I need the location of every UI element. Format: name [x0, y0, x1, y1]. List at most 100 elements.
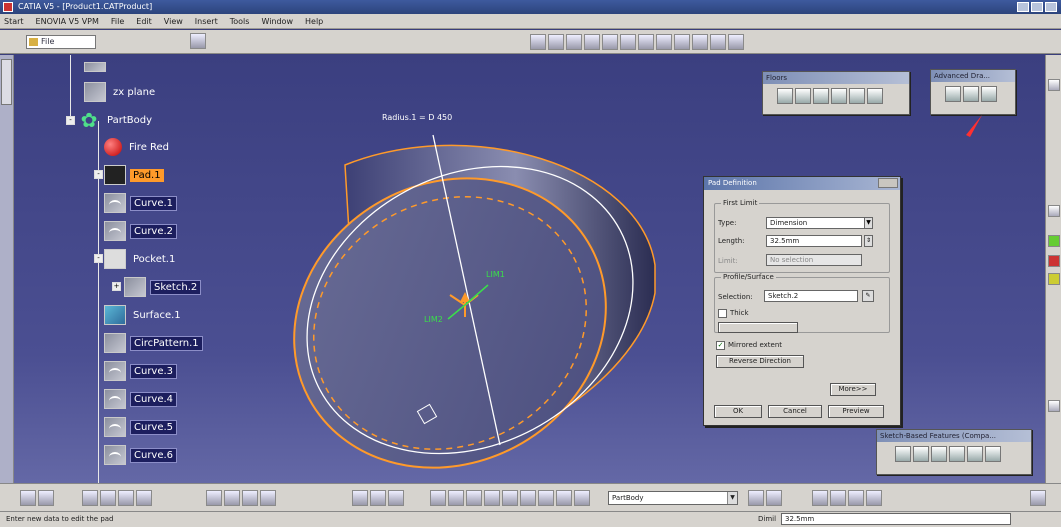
menu-view[interactable]: View [163, 16, 183, 26]
tool-icon[interactable] [466, 490, 482, 506]
menu-tools[interactable]: Tools [229, 16, 250, 26]
tool-icon[interactable] [574, 490, 590, 506]
save-icon[interactable] [118, 490, 134, 506]
tree-item-pocket1[interactable]: Pocket.1 [104, 249, 178, 269]
groove-tool-icon[interactable] [949, 446, 965, 462]
mirrored-extent-checkbox[interactable]: ✓ [716, 341, 725, 350]
expand-toggle[interactable]: - [94, 170, 103, 179]
cut-icon[interactable] [206, 490, 222, 506]
compass-icon[interactable] [1048, 79, 1060, 91]
tree-item-zx-plane[interactable]: zx plane [84, 82, 158, 102]
tool-icon[interactable] [388, 490, 404, 506]
tool-icon[interactable] [1048, 255, 1060, 267]
hide-show-icon[interactable] [692, 34, 708, 50]
tool-icon[interactable] [848, 490, 864, 506]
tree-item-partbody[interactable]: ✿ PartBody [78, 110, 155, 130]
tool-icon[interactable] [867, 88, 883, 104]
pan-icon[interactable] [566, 34, 582, 50]
selection-input[interactable]: Sketch.2 [764, 290, 858, 302]
fly-mode-icon[interactable] [530, 34, 546, 50]
update-icon[interactable] [20, 490, 36, 506]
print-icon[interactable] [136, 490, 152, 506]
tree-item-fire-red[interactable]: Fire Red [104, 137, 172, 157]
tool-icon[interactable] [538, 490, 554, 506]
tool-icon[interactable] [866, 490, 882, 506]
tree-item-curve2[interactable]: Curve.2 [104, 221, 178, 241]
reverse-direction-button[interactable]: Reverse Direction [716, 355, 804, 368]
iso-view-icon[interactable] [656, 34, 672, 50]
file-combo[interactable]: File [26, 35, 96, 49]
shading-icon[interactable] [674, 34, 690, 50]
tool-icon[interactable] [430, 490, 446, 506]
length-spinner[interactable]: ⇕ [864, 235, 873, 247]
tool-icon[interactable] [1048, 235, 1060, 247]
tool-icon[interactable] [813, 88, 829, 104]
rotate-icon[interactable] [584, 34, 600, 50]
limit-field[interactable]: No selection [766, 254, 862, 266]
sketch-icon[interactable] [190, 33, 206, 49]
tool-icon[interactable] [370, 490, 386, 506]
menu-file[interactable]: File [110, 16, 125, 26]
pocket-tool-icon[interactable] [913, 446, 929, 462]
tree-item-curve6[interactable]: Curve.6 [104, 445, 178, 465]
compass-icon[interactable] [1030, 490, 1046, 506]
more-button[interactable]: More>> [830, 383, 876, 396]
part-geometry[interactable] [0, 55, 1045, 483]
command-input[interactable]: 32.5mm [781, 513, 1011, 525]
ok-button[interactable]: OK [714, 405, 762, 418]
draft-icon[interactable] [981, 86, 997, 102]
maximize-button[interactable] [1031, 2, 1043, 12]
whats-this-icon[interactable] [260, 490, 276, 506]
cancel-button[interactable]: Cancel [768, 405, 822, 418]
type-select[interactable]: Dimension [766, 217, 866, 229]
menu-edit[interactable]: Edit [136, 16, 152, 26]
pad-tool-icon[interactable] [895, 446, 911, 462]
tool-icon[interactable] [484, 490, 500, 506]
length-input[interactable]: 32.5mm [766, 235, 862, 247]
menu-window[interactable]: Window [261, 16, 293, 26]
tool-icon[interactable] [1048, 400, 1060, 412]
tool-icon[interactable] [849, 88, 865, 104]
open-icon[interactable] [100, 490, 116, 506]
draft-icon[interactable] [945, 86, 961, 102]
menu-start[interactable]: Start [4, 16, 24, 26]
preview-button[interactable]: Preview [828, 405, 884, 418]
render-style-icon[interactable] [728, 34, 744, 50]
expand-toggle[interactable]: - [94, 254, 103, 263]
zoom-out-icon[interactable] [620, 34, 636, 50]
sketch-select-icon[interactable]: ✎ [862, 290, 874, 302]
tool-icon[interactable] [795, 88, 811, 104]
tree-item-circpattern1[interactable]: CircPattern.1 [104, 333, 203, 353]
tree-item-pad1[interactable]: Pad.1 [104, 165, 164, 185]
fit-all-icon[interactable] [548, 34, 564, 50]
minimize-button[interactable] [1017, 2, 1029, 12]
swap-visible-icon[interactable] [710, 34, 726, 50]
reverse-side-button[interactable] [718, 322, 798, 333]
new-icon[interactable] [82, 490, 98, 506]
tree-item-curve3[interactable]: Curve.3 [104, 361, 178, 381]
dialog-help-close-buttons[interactable] [878, 178, 898, 188]
tool-icon[interactable] [812, 490, 828, 506]
tool-icon[interactable] [502, 490, 518, 506]
undo-icon[interactable] [224, 490, 240, 506]
scrollbar-thumb[interactable] [1, 59, 12, 105]
tree-item-curve1[interactable]: Curve.1 [104, 193, 178, 213]
tree-item-surface1[interactable]: Surface.1 [104, 305, 184, 325]
tool-icon[interactable] [777, 88, 793, 104]
chevron-down-icon[interactable]: ▼ [727, 492, 737, 504]
menu-enovia[interactable]: ENOVIA V5 VPM [35, 16, 99, 26]
thick-checkbox[interactable] [718, 309, 727, 318]
zoom-in-icon[interactable] [602, 34, 618, 50]
menu-help[interactable]: Help [305, 16, 324, 26]
tool-icon[interactable] [556, 490, 572, 506]
draft-icon[interactable] [963, 86, 979, 102]
tool-icon[interactable] [520, 490, 536, 506]
shaft-tool-icon[interactable] [931, 446, 947, 462]
menu-insert[interactable]: Insert [194, 16, 218, 26]
tree-item-curve4[interactable]: Curve.4 [104, 389, 178, 409]
body-combo[interactable]: PartBody ▼ [608, 491, 738, 505]
rib-tool-icon[interactable] [985, 446, 1001, 462]
close-button[interactable] [1045, 2, 1057, 12]
tool-icon[interactable] [831, 88, 847, 104]
tool-icon[interactable] [448, 490, 464, 506]
